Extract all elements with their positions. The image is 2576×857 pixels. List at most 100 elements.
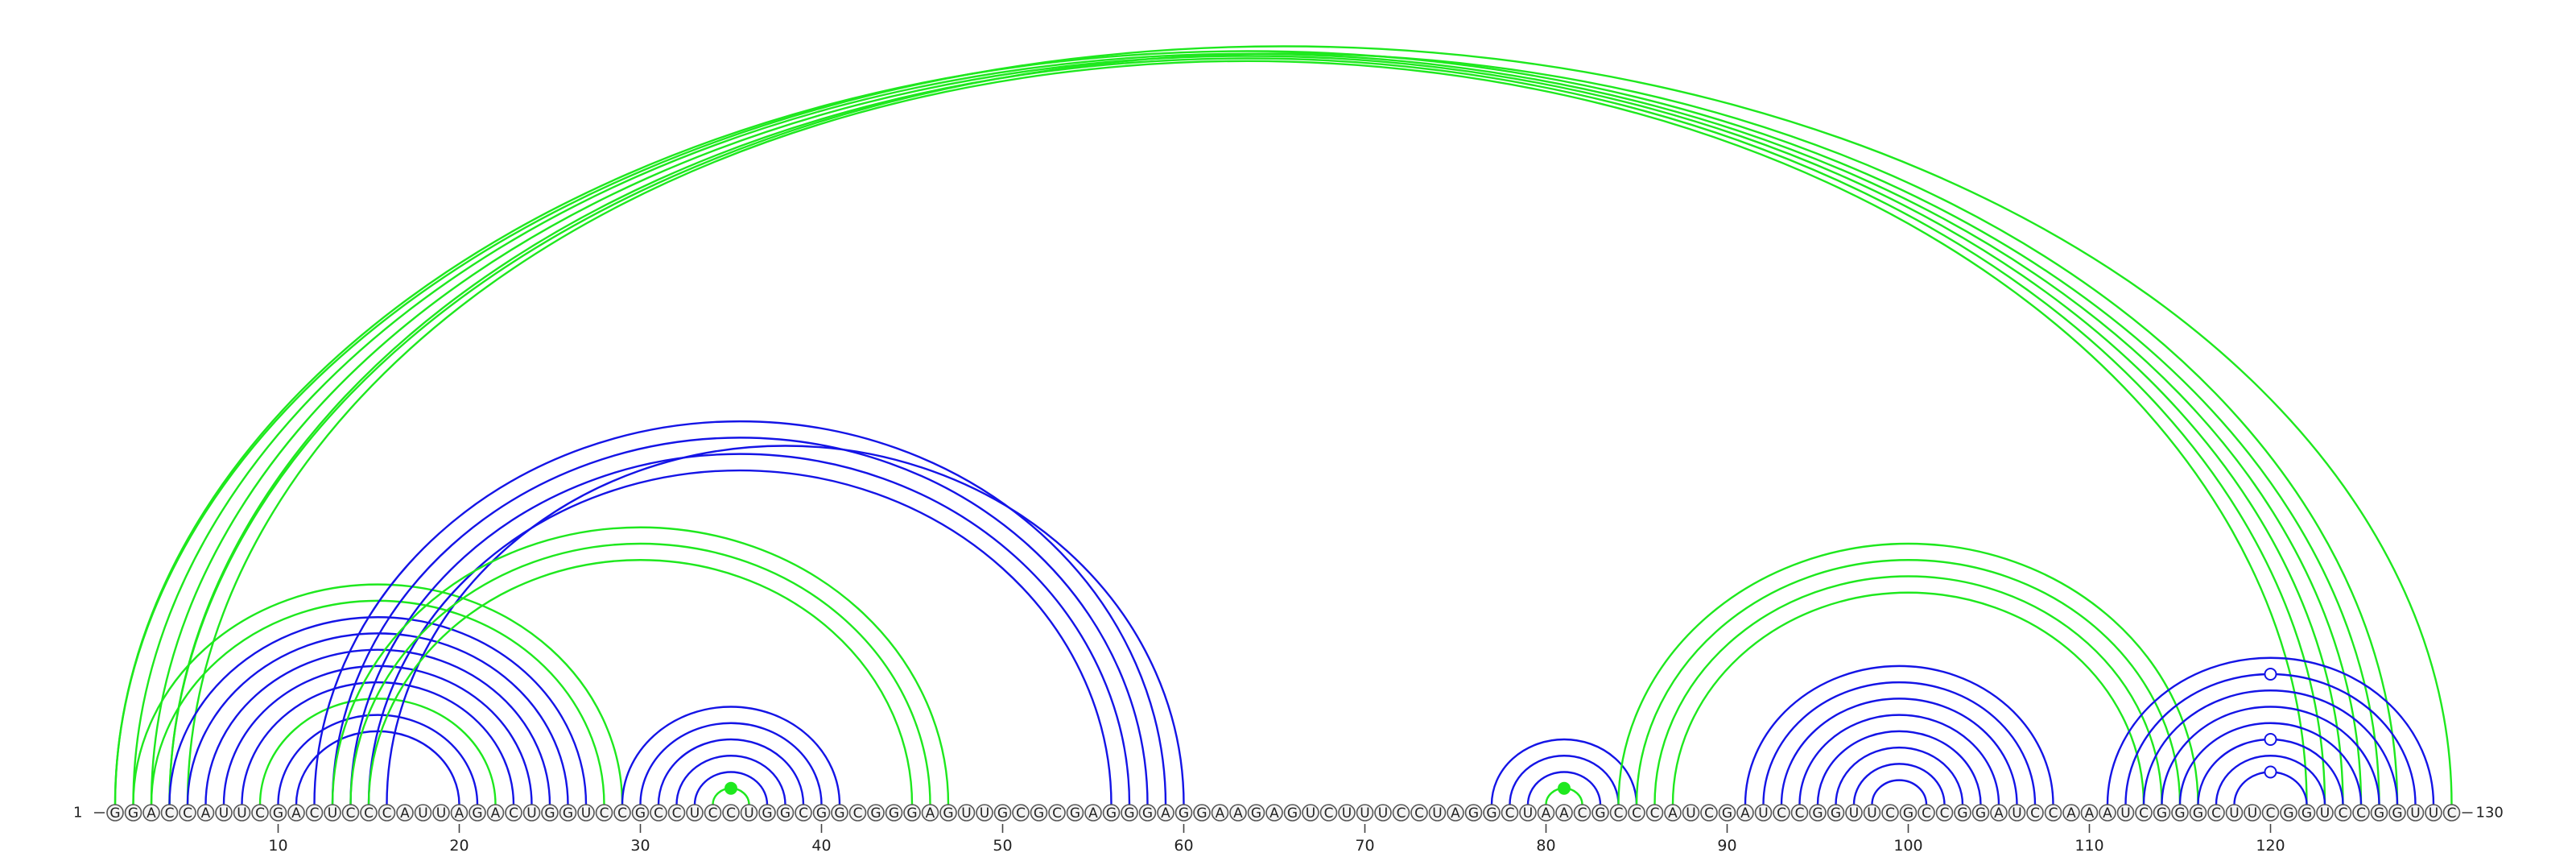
nucleotide-circle xyxy=(2406,804,2425,822)
tick-label: 10 xyxy=(268,837,287,855)
nucleotide-letter: C xyxy=(382,805,392,822)
nucleotide: G xyxy=(1138,804,1157,822)
nucleotide-circle xyxy=(848,804,867,822)
nucleotide-circle xyxy=(1157,804,1174,822)
nucleotide-circle xyxy=(341,804,360,822)
nucleotide-circle xyxy=(686,804,704,822)
nucleotide-letter: C xyxy=(1632,805,1641,822)
nucleotide-letter: U xyxy=(2012,805,2021,822)
nucleotide-letter: G xyxy=(2392,805,2402,822)
nucleotide: G xyxy=(903,804,921,822)
nucleotide: C xyxy=(1790,804,1809,822)
nucleotide: G xyxy=(541,804,559,822)
nucleotide: G xyxy=(1899,804,1918,822)
nucleotide: C xyxy=(2026,804,2044,822)
arc-92-107 xyxy=(1762,681,2037,805)
nucleotide-circle xyxy=(2352,804,2370,822)
nucleotide: C xyxy=(613,804,631,822)
nucleotide: C xyxy=(2135,804,2153,822)
arc-15-45 xyxy=(367,559,914,805)
nucleotide-circle xyxy=(2207,804,2225,822)
nucleotide-circle xyxy=(124,804,142,822)
nucleotide: G xyxy=(1827,804,1845,822)
nucleotide-circle xyxy=(1954,804,1971,822)
arc-32-38 xyxy=(675,755,786,805)
tick-label: 80 xyxy=(1536,837,1555,855)
nucleotide-circle xyxy=(1121,804,1138,822)
nucleotide-circle xyxy=(1628,804,1645,822)
nucleotide-circle xyxy=(1283,804,1302,822)
nucleotide-circle xyxy=(1229,804,1247,822)
nucleotide-circle xyxy=(976,804,993,822)
nucleotide-letter: C xyxy=(1885,805,1895,822)
nucleotide-circle xyxy=(559,804,577,822)
arcs-layer xyxy=(114,45,2453,805)
nucleotide: C xyxy=(160,804,179,822)
nucleotide-letter: A xyxy=(291,805,301,822)
nucleotide-letter: C xyxy=(1414,805,1424,822)
nucleotide-letter: C xyxy=(1650,805,1660,822)
nucleotide-letter: G xyxy=(1034,805,1044,822)
nucleotide: C xyxy=(1628,804,1645,822)
nucleotide-circle xyxy=(2442,804,2461,822)
nucleotide-circle xyxy=(2244,804,2261,822)
nucleotide: C xyxy=(1319,804,1338,822)
arc-14-46 xyxy=(349,542,931,805)
nucleotide: U xyxy=(1845,804,1863,822)
nucleotide-circle xyxy=(1935,804,1954,822)
nucleotide-circle xyxy=(1664,804,1682,822)
nucleotide: A xyxy=(1447,804,1464,822)
nucleotide-circle xyxy=(1827,804,1845,822)
nucleotide-letter: U xyxy=(1758,805,1768,822)
nucleotide: C xyxy=(595,804,613,822)
nucleotide-circle xyxy=(1790,804,1809,822)
nucleotide-letter: G xyxy=(128,805,138,822)
start-label: 1 xyxy=(73,805,82,822)
tick-label: 30 xyxy=(630,837,650,855)
nucleotide: C xyxy=(305,804,324,822)
nucleotide: C xyxy=(505,804,522,822)
nucleotide-letter: G xyxy=(906,805,917,822)
nucleotide-circle xyxy=(667,804,686,822)
nucleotide-circle xyxy=(287,804,305,822)
nucleotide-letter: U xyxy=(418,805,427,822)
nucleotide-circle xyxy=(1048,804,1066,822)
arc-115-125 xyxy=(2178,722,2363,805)
nucleotide-letter: G xyxy=(1106,805,1117,822)
nucleotide-circle xyxy=(1012,804,1030,822)
nucleotide: A xyxy=(486,804,505,822)
arc-93-106 xyxy=(1780,698,2018,805)
nucleotide: U xyxy=(2008,804,2026,822)
arc-5-26 xyxy=(186,632,569,805)
nucleotide-letter: U xyxy=(2248,805,2257,822)
nucleotide-letter: C xyxy=(1940,805,1950,822)
arc-78-84 xyxy=(1509,755,1620,805)
arc-4-27 xyxy=(168,616,588,805)
nucleotide-circle xyxy=(2008,804,2026,822)
arc-86-114 xyxy=(1653,575,2163,805)
nucleotide: G xyxy=(1954,804,1971,822)
nucleotide-circle xyxy=(1319,804,1338,822)
nucleotide-letter: G xyxy=(2374,805,2384,822)
nucleotide-circle xyxy=(414,804,432,822)
nucleotide-letter: A xyxy=(2085,805,2095,822)
nucleotide: A xyxy=(1664,804,1682,822)
nucleotide-letter: G xyxy=(544,805,555,822)
nucleotide: G xyxy=(1464,804,1483,822)
nucleotide-circle xyxy=(1809,804,1827,822)
nucleotide-circle xyxy=(1428,804,1447,822)
arc-96-103 xyxy=(1835,746,1964,805)
tick-label: 50 xyxy=(993,837,1012,855)
nucleotide: C xyxy=(1501,804,1519,822)
nucleotide-letter: G xyxy=(1196,805,1207,822)
nucleotide-letter: G xyxy=(834,805,844,822)
nucleotide-letter: U xyxy=(1867,805,1876,822)
nucleotide-letter: U xyxy=(2120,805,2130,822)
nucleotide: G xyxy=(1066,804,1084,822)
nucleotide-letter: G xyxy=(472,805,482,822)
nucleotide-circle xyxy=(867,804,885,822)
nucleotide-letter: C xyxy=(1324,805,1334,822)
nucleotide-circle xyxy=(432,804,450,822)
arc-95-104 xyxy=(1816,730,1982,805)
nucleotide-circle xyxy=(2297,804,2316,822)
